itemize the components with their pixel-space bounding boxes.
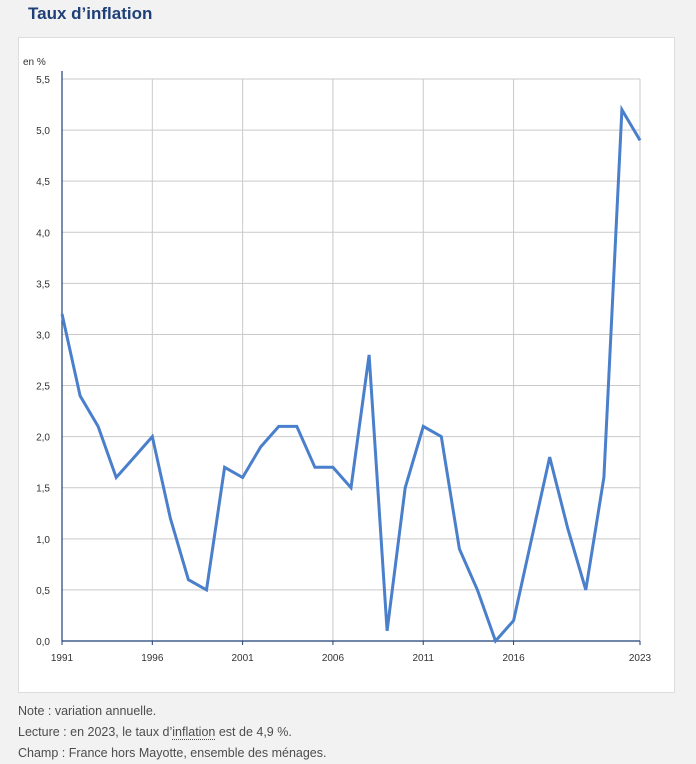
data-point [348,485,354,491]
chart-title: Taux d’inflation [28,4,153,23]
reading-line: Lecture : en 2023, le taux d’inflation e… [18,722,326,743]
note-line: Note : variation annuelle. [18,704,157,718]
y-tick-label: 1,5 [36,484,50,495]
data-point [511,618,517,624]
y-tick-label: 0,0 [36,637,50,648]
data-point [204,587,210,593]
inflation-line-chart: 0,0 0,5 1,0 1,5 2,0 2,5 3,0 3,5 4,0 4,5 5,0 5,5 1991… [23,57,652,664]
y-tick-label: 2,5 [36,382,50,393]
data-point [222,464,228,470]
data-point [330,464,336,470]
data-point [149,434,155,440]
data-point [565,526,571,532]
data-point [583,587,589,593]
data-point [258,444,264,450]
data-point [493,638,499,644]
data-point [77,393,83,399]
data-point [474,587,480,593]
x-tick-label: 2001 [232,653,255,664]
y-tick-label: 5,5 [36,75,50,86]
chart-notes: Note : variation annuelle. Lecture : en … [18,701,326,764]
data-point [113,475,119,481]
data-point [529,536,535,542]
y-tick-label: 1,0 [36,535,50,546]
scope-line: Champ : France hors Mayotte, ensemble de… [18,746,327,760]
reading-suffix: est de 4,9 %. [215,725,292,739]
data-point [438,434,444,440]
data-point [366,352,372,358]
data-point [637,137,643,143]
inflation-definition-link[interactable]: inflation [172,725,216,740]
y-tick-label: 2,0 [36,433,50,444]
y-tick-label: 4,0 [36,228,50,239]
y-tick-label: 4,5 [36,177,50,188]
data-point [384,628,390,634]
y-tick-label: 0,5 [36,586,50,597]
data-point [547,454,553,460]
data-point [95,423,101,429]
x-tick-label: 2011 [412,653,434,664]
data-point [240,475,246,481]
data-point [402,485,408,491]
y-tick-label: 3,0 [36,330,50,341]
x-tick-label: 2006 [322,653,345,664]
data-point [601,475,607,481]
reading-prefix: Lecture : en 2023, le taux d’ [18,725,173,739]
data-point [456,546,462,552]
x-tick-label: 1991 [51,653,74,664]
data-point [59,311,65,317]
x-tick-label: 1996 [141,653,164,664]
data-point [619,107,625,113]
y-unit-label: en % [23,57,46,68]
data-point [294,423,300,429]
inflation-series-line [60,104,642,644]
data-point [167,515,173,521]
x-tick-label: 2023 [629,653,652,664]
data-point [185,577,191,583]
x-tick-label: 2016 [502,653,525,664]
data-point [312,464,318,470]
data-point [420,423,426,429]
chart-panel: 0,0 0,5 1,0 1,5 2,0 2,5 3,0 3,5 4,0 4,5 5,0 5,5 1991… [18,37,675,693]
y-tick-label: 3,5 [36,279,50,290]
y-tick-label: 5,0 [36,126,50,137]
data-point [276,423,282,429]
data-point [131,454,137,460]
